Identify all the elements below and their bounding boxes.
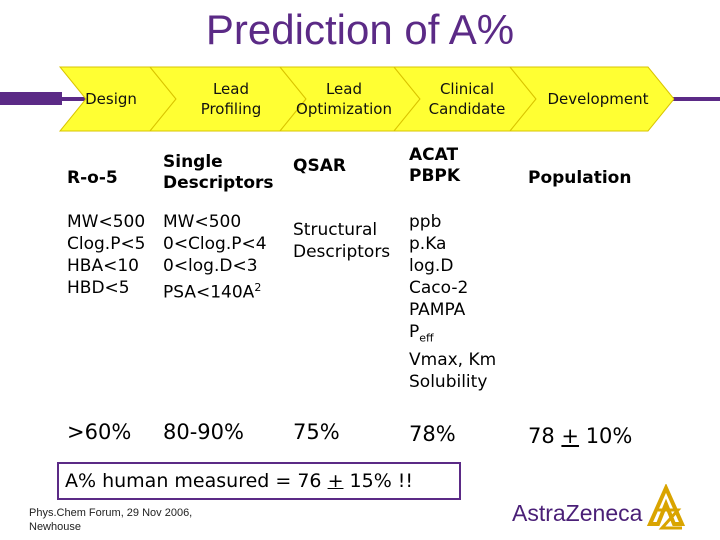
list-item: HBA<10 xyxy=(67,256,139,276)
list-item: Descriptors xyxy=(293,242,391,262)
column-header-acat-pbpk: ACAT PBPK xyxy=(409,145,460,187)
list-item: HBD<5 xyxy=(67,278,130,298)
pct-b: 10% xyxy=(579,424,633,448)
list-item: ppb xyxy=(409,212,442,232)
stage-label: Optimization xyxy=(296,100,392,118)
psa-text: PSA<140A xyxy=(163,282,255,303)
header-line: Population xyxy=(528,168,632,188)
header-line: Descriptors xyxy=(163,173,274,193)
pipeline-stub xyxy=(0,92,62,105)
list-item: PSA<140A2 xyxy=(163,277,267,304)
list-item: Clog.P<5 xyxy=(67,234,146,254)
stage-label: Lead xyxy=(212,80,250,98)
column-header-single-descriptors: Single Descriptors xyxy=(163,152,274,194)
list-item: log.D xyxy=(409,256,454,276)
percent-qsar: 75% xyxy=(293,420,340,444)
column-items-single: MW<500 0<Clog.P<4 0<log.D<3 PSA<140A2 xyxy=(163,211,267,304)
percent-acat: 78% xyxy=(409,422,456,446)
header-line: Single xyxy=(163,152,223,172)
column-header-qsar: QSAR xyxy=(293,156,346,177)
stage-label: Clinical xyxy=(439,80,495,98)
list-item: p.Ka xyxy=(409,234,447,254)
psa-superscript: 2 xyxy=(254,281,262,294)
list-item: Structural xyxy=(293,220,378,240)
footer-line: Phys.Chem Forum, 29 Nov 2006, xyxy=(29,507,193,519)
header-line: R-o-5 xyxy=(67,168,118,188)
stage-clinical-candidate: Clinical Candidate xyxy=(414,79,520,119)
list-item: MW<500 xyxy=(67,212,146,232)
footer-line: Newhouse xyxy=(29,521,81,533)
stage-label: Candidate xyxy=(428,100,506,118)
list-item: 0<Clog.P<4 xyxy=(163,234,267,254)
pipeline-arrows xyxy=(0,0,720,140)
pct-a: 78 xyxy=(528,424,562,448)
list-item: Peff xyxy=(409,321,496,349)
summary-b: 15% !! xyxy=(343,470,414,492)
list-item: 0<log.D<3 xyxy=(163,256,258,276)
footer-credit: Phys.Chem Forum, 29 Nov 2006, Newhouse xyxy=(29,506,269,534)
list-item: Caco-2 xyxy=(409,278,469,298)
list-item: Solubility xyxy=(409,372,488,393)
stage-lead-optimization: Lead Optimization xyxy=(288,79,400,119)
peff-subscript: eff xyxy=(419,331,434,345)
column-items-ro5: MW<500 Clog.P<5 HBA<10 HBD<5 xyxy=(67,211,146,299)
logo-mark-icon xyxy=(646,484,686,530)
stage-lead-profiling: Lead Profiling xyxy=(176,79,286,119)
plus-minus: + xyxy=(561,424,580,448)
percent-ro5: >60% xyxy=(67,420,132,444)
peff-text: P xyxy=(409,322,420,342)
column-header-population: Population xyxy=(528,168,631,189)
header-line: QSAR xyxy=(293,156,346,176)
list-item: Vmax, Km xyxy=(409,350,497,371)
summary-text: A% human measured = 76 + 15% !! xyxy=(59,464,459,498)
header-line: PBPK xyxy=(409,166,461,186)
stage-label: Lead xyxy=(325,80,363,98)
stage-design: Design xyxy=(66,89,156,109)
column-header-ro5: R-o-5 xyxy=(67,168,118,189)
plus-minus: + xyxy=(327,470,344,492)
astrazeneca-logo: AstraZeneca xyxy=(512,484,692,532)
page-title: Prediction of A% xyxy=(205,6,515,53)
header-line: ACAT xyxy=(409,145,459,165)
stage-label: Design xyxy=(85,90,137,108)
stage-arrow-development xyxy=(508,66,675,132)
summary-box: A% human measured = 76 + 15% !! xyxy=(57,462,461,500)
summary-a: A% human measured = 76 xyxy=(65,470,328,492)
percent-single: 80-90% xyxy=(163,420,244,444)
column-items-qsar: Structural Descriptors xyxy=(293,219,390,263)
stage-development: Development xyxy=(536,89,660,109)
stage-label: Profiling xyxy=(200,100,262,118)
logo-text: AstraZeneca xyxy=(512,500,643,526)
stage-label: Development xyxy=(547,90,649,108)
list-item: PAMPA xyxy=(409,300,466,320)
list-item: MW<500 xyxy=(163,212,242,232)
percent-population: 78 + 10% xyxy=(528,424,632,448)
column-items-acat: ppb p.Ka log.D Caco-2 PAMPA Peff Vmax, K… xyxy=(409,211,496,393)
